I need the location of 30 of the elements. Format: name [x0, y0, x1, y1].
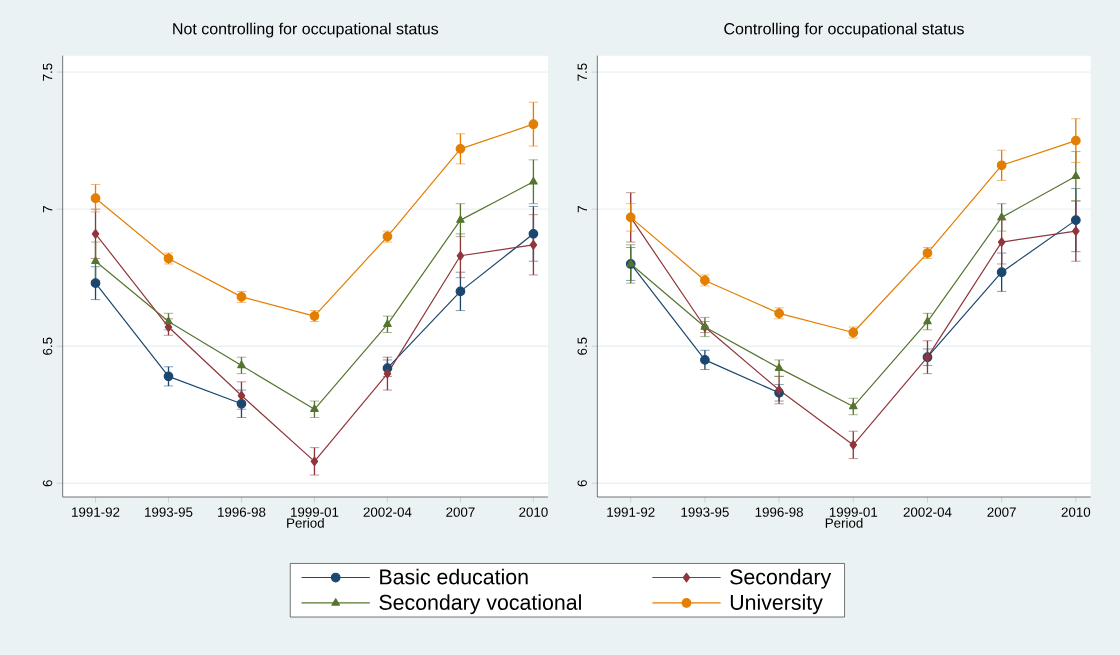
legend-label: Secondary vocational	[379, 594, 581, 615]
x-tick-label: 2002-04	[903, 507, 952, 517]
x-tick-label: 1996-98	[755, 507, 803, 517]
x-tick-label: 2007	[446, 507, 475, 517]
y-tick-label: 6	[42, 480, 53, 487]
y-tick-label: 7	[43, 206, 53, 213]
chart-title: Not controlling for occupational status	[173, 22, 439, 38]
x-tick-label: 1993-95	[145, 507, 193, 517]
x-tick-label: 2007	[987, 507, 1016, 517]
legend-label: Basic education	[380, 568, 528, 585]
x-tick-label: 1999-01	[829, 507, 878, 517]
legend-label: Secondary	[730, 568, 832, 589]
y-tick-label: 6	[577, 480, 587, 487]
y-tick-label: 6.5	[42, 337, 53, 355]
x-axis-title: Period	[287, 517, 324, 528]
x-tick-label: 2010	[1061, 507, 1091, 517]
x-tick-label: 1999-01	[291, 507, 339, 517]
chart-title: Controlling for occupational status	[724, 22, 964, 38]
x-axis-title: Period	[825, 517, 863, 528]
x-tick-label: 1996-98	[218, 507, 266, 517]
x-tick-label: 1991-92	[72, 507, 120, 517]
x-tick-label: 2010	[519, 507, 548, 517]
x-tick-label: 1993-95	[681, 507, 729, 517]
legend-label: University	[730, 594, 823, 615]
x-tick-label: 2002-04	[363, 507, 412, 517]
x-tick-label: 1991-92	[607, 507, 655, 517]
y-tick-label: 7.5	[42, 63, 53, 81]
y-tick-label: 7	[577, 206, 587, 213]
y-tick-label: 7.5	[577, 63, 587, 81]
y-tick-label: 6.5	[577, 337, 587, 355]
